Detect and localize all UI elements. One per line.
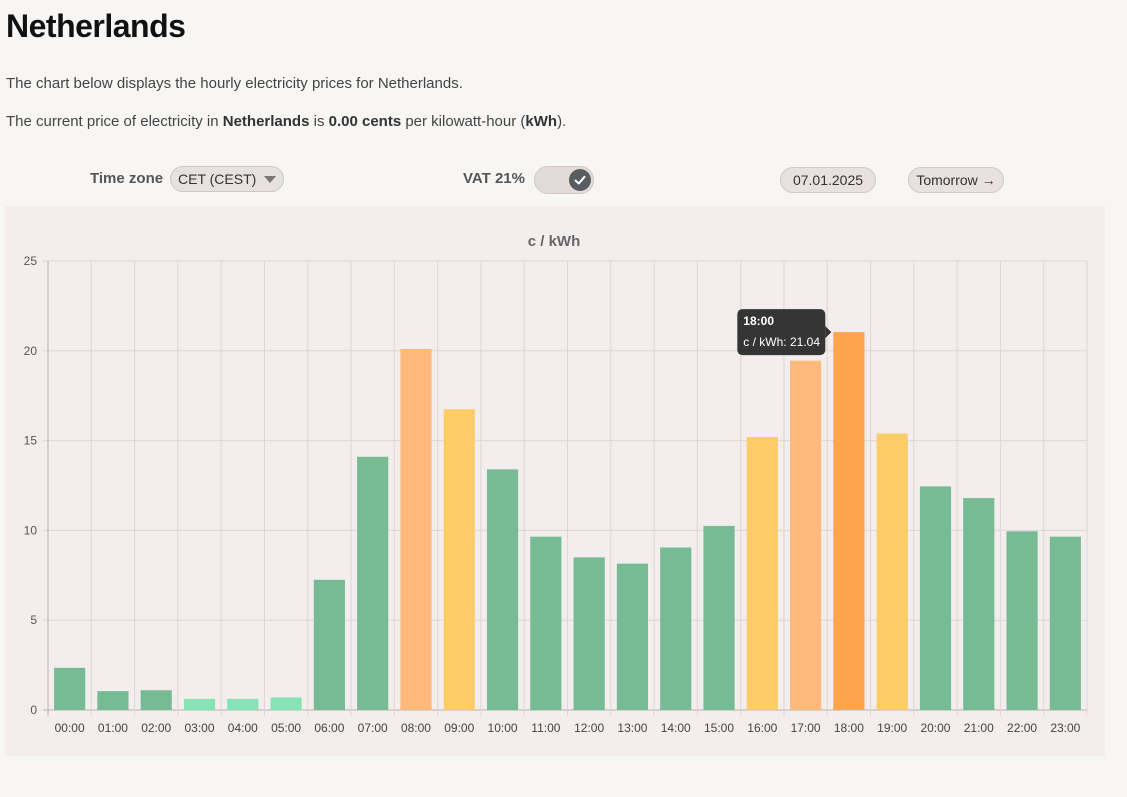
x-tick-label: 18:00	[834, 721, 864, 735]
x-tick-label: 01:00	[98, 721, 128, 735]
price-bar[interactable]	[443, 409, 475, 710]
price-bar[interactable]	[183, 698, 216, 710]
x-tick-label: 09:00	[444, 721, 474, 735]
y-tick-label: 5	[30, 613, 37, 627]
x-tick-label: 11:00	[531, 721, 560, 735]
x-tick-label: 15:00	[704, 721, 734, 735]
x-tick-label: 02:00	[141, 721, 171, 735]
y-tick-label: 15	[24, 434, 38, 448]
x-tick-label: 19:00	[877, 721, 907, 735]
x-tick-label: 23:00	[1050, 721, 1080, 735]
x-tick-label: 17:00	[791, 721, 821, 735]
price-bar[interactable]	[140, 690, 172, 710]
tomorrow-button[interactable]: Tomorrow →	[908, 167, 1004, 193]
price-bar[interactable]	[1049, 536, 1081, 710]
price-chart: 0 5 10 15 20 25 00:00 01:00 02:00 03:00 04:00 05:0…	[24, 233, 1088, 735]
current-price-text: The current price of electricity in Neth…	[6, 113, 566, 130]
chart-tooltip: 18:00 c / kWh: 21.04	[737, 309, 832, 356]
x-tick-label: 12:00	[574, 721, 604, 735]
vat-label: VAT 21%	[463, 170, 525, 187]
price-bar[interactable]	[919, 486, 952, 710]
current-suffix: ).	[557, 113, 567, 130]
price-bar[interactable]	[400, 349, 432, 710]
y-tick-label: 20	[24, 344, 38, 358]
chart-panel: 0 5 10 15 20 25 00:00 01:00 02:00 03:00 04:00 05:0…	[5, 206, 1105, 756]
y-tick-label: 10	[24, 523, 38, 537]
x-tick-label: 16:00	[747, 721, 777, 735]
price-bar[interactable]	[1006, 531, 1038, 710]
price-bar[interactable]	[833, 332, 865, 710]
x-tick-label: 21:00	[964, 721, 994, 735]
x-tick-label: 04:00	[228, 721, 258, 735]
x-tick-label: 14:00	[661, 721, 691, 735]
current-country: Netherlands	[222, 113, 310, 130]
price-bar[interactable]	[703, 525, 735, 710]
price-bar[interactable]	[790, 360, 822, 710]
y-tick-label: 0	[30, 703, 37, 717]
price-bar[interactable]	[97, 691, 129, 710]
price-bar[interactable]	[746, 437, 778, 710]
x-tick-label: 08:00	[401, 721, 431, 735]
x-tick-label: 07:00	[358, 721, 388, 735]
timezone-value: CET (CEST)	[178, 171, 257, 187]
price-bar[interactable]	[660, 547, 692, 710]
price-bar[interactable]	[963, 498, 995, 710]
price-bar[interactable]	[313, 579, 345, 710]
price-bar[interactable]	[357, 456, 389, 710]
price-bar[interactable]	[876, 433, 908, 710]
price-bar[interactable]	[270, 697, 302, 710]
current-mid: is	[309, 113, 329, 130]
current-prefix: The current price of electricity in	[6, 113, 223, 130]
y-tick-label: 25	[24, 254, 38, 268]
price-bar[interactable]	[227, 698, 259, 710]
vat-toggle[interactable]	[534, 166, 594, 194]
price-bar[interactable]	[616, 563, 649, 710]
tooltip-value: c / kWh: 21.04	[743, 335, 820, 349]
price-bar[interactable]	[530, 536, 562, 710]
intro-text: The chart below displays the hourly elec…	[6, 75, 463, 92]
x-tick-label: 03:00	[185, 721, 215, 735]
chevron-down-icon	[264, 176, 276, 183]
current-per: per kilowatt-hour (	[401, 113, 526, 130]
timezone-label: Time zone	[90, 170, 164, 187]
x-tick-label: 10:00	[488, 721, 518, 735]
date-button[interactable]: 07.01.2025	[780, 167, 876, 193]
page-title: Netherlands	[6, 8, 186, 44]
price-bar[interactable]	[573, 557, 605, 710]
timezone-select[interactable]: CET (CEST)	[170, 166, 284, 192]
x-tick-label: 20:00	[920, 721, 950, 735]
checkmark-icon	[569, 169, 591, 191]
x-tick-label: 06:00	[314, 721, 344, 735]
chart-title: c / kWh	[528, 233, 581, 250]
current-unit: kWh	[525, 113, 558, 130]
tooltip-title: 18:00	[743, 314, 774, 328]
price-bar[interactable]	[54, 667, 86, 710]
x-tick-label: 00:00	[55, 721, 85, 735]
x-tick-label: 22:00	[1007, 721, 1037, 735]
x-tick-label: 13:00	[617, 721, 647, 735]
current-price-value: 0.00 cents	[328, 113, 402, 130]
price-bar[interactable]	[486, 469, 519, 710]
x-tick-label: 05:00	[271, 721, 301, 735]
